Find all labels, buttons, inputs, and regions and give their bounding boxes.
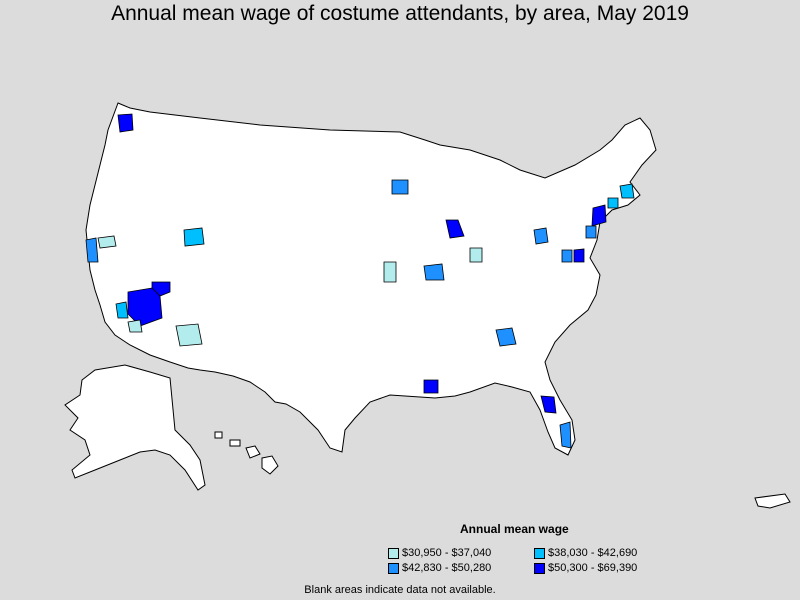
area-miami xyxy=(559,421,572,449)
area-kansas-city xyxy=(423,263,445,281)
area-tucson xyxy=(175,323,203,347)
area-pittsburgh xyxy=(533,227,549,245)
area-atlanta xyxy=(495,327,517,347)
legend-label-2: $38,030 - $42,690 xyxy=(548,547,638,559)
area-connecticut xyxy=(607,197,619,209)
legend-label-3: $42,830 - $50,280 xyxy=(402,562,492,574)
legend-item-1: $30,950 - $37,040 xyxy=(388,547,491,559)
alaska-shape xyxy=(64,364,206,491)
area-richmond xyxy=(561,249,573,263)
legend-swatch-4 xyxy=(534,562,545,574)
area-philadelphia xyxy=(585,225,597,239)
area-boston xyxy=(619,183,635,199)
legend-label-1: $30,950 - $37,040 xyxy=(402,547,492,559)
legend-item-3: $42,830 - $50,280 xyxy=(388,562,491,574)
puerto-rico-shape xyxy=(754,493,791,509)
hawaii-shape xyxy=(214,431,279,475)
area-orlando xyxy=(540,395,557,414)
area-new-orleans xyxy=(423,379,439,394)
area-san-francisco xyxy=(85,237,99,263)
legend-label-4: $50,300 - $69,390 xyxy=(548,562,638,574)
map-title: Annual mean wage of costume attendants, … xyxy=(111,2,689,25)
area-minneapolis xyxy=(391,179,409,195)
legend-title: Annual mean wage xyxy=(460,522,569,536)
legend-swatch-1 xyxy=(388,547,399,559)
area-wichita xyxy=(383,261,397,283)
area-washington xyxy=(573,248,585,263)
legend-swatch-3 xyxy=(388,562,399,574)
footnote: Blank areas indicate data not available. xyxy=(304,584,496,596)
area-las-vegas xyxy=(151,281,171,297)
area-los-angeles xyxy=(115,301,129,319)
area-sacramento xyxy=(97,235,117,249)
highlighted-areas xyxy=(85,113,635,449)
area-denver xyxy=(183,227,205,247)
legend-item-2: $38,030 - $42,690 xyxy=(534,547,637,559)
area-chicago xyxy=(445,219,465,239)
area-seattle xyxy=(117,113,134,133)
legend-swatch-2 xyxy=(534,547,545,559)
area-indianapolis xyxy=(469,247,483,263)
area-san-diego xyxy=(127,319,143,333)
area-new-york xyxy=(591,204,607,227)
legend-item-4: $50,300 - $69,390 xyxy=(534,562,637,574)
contiguous-us-shape xyxy=(85,102,657,456)
